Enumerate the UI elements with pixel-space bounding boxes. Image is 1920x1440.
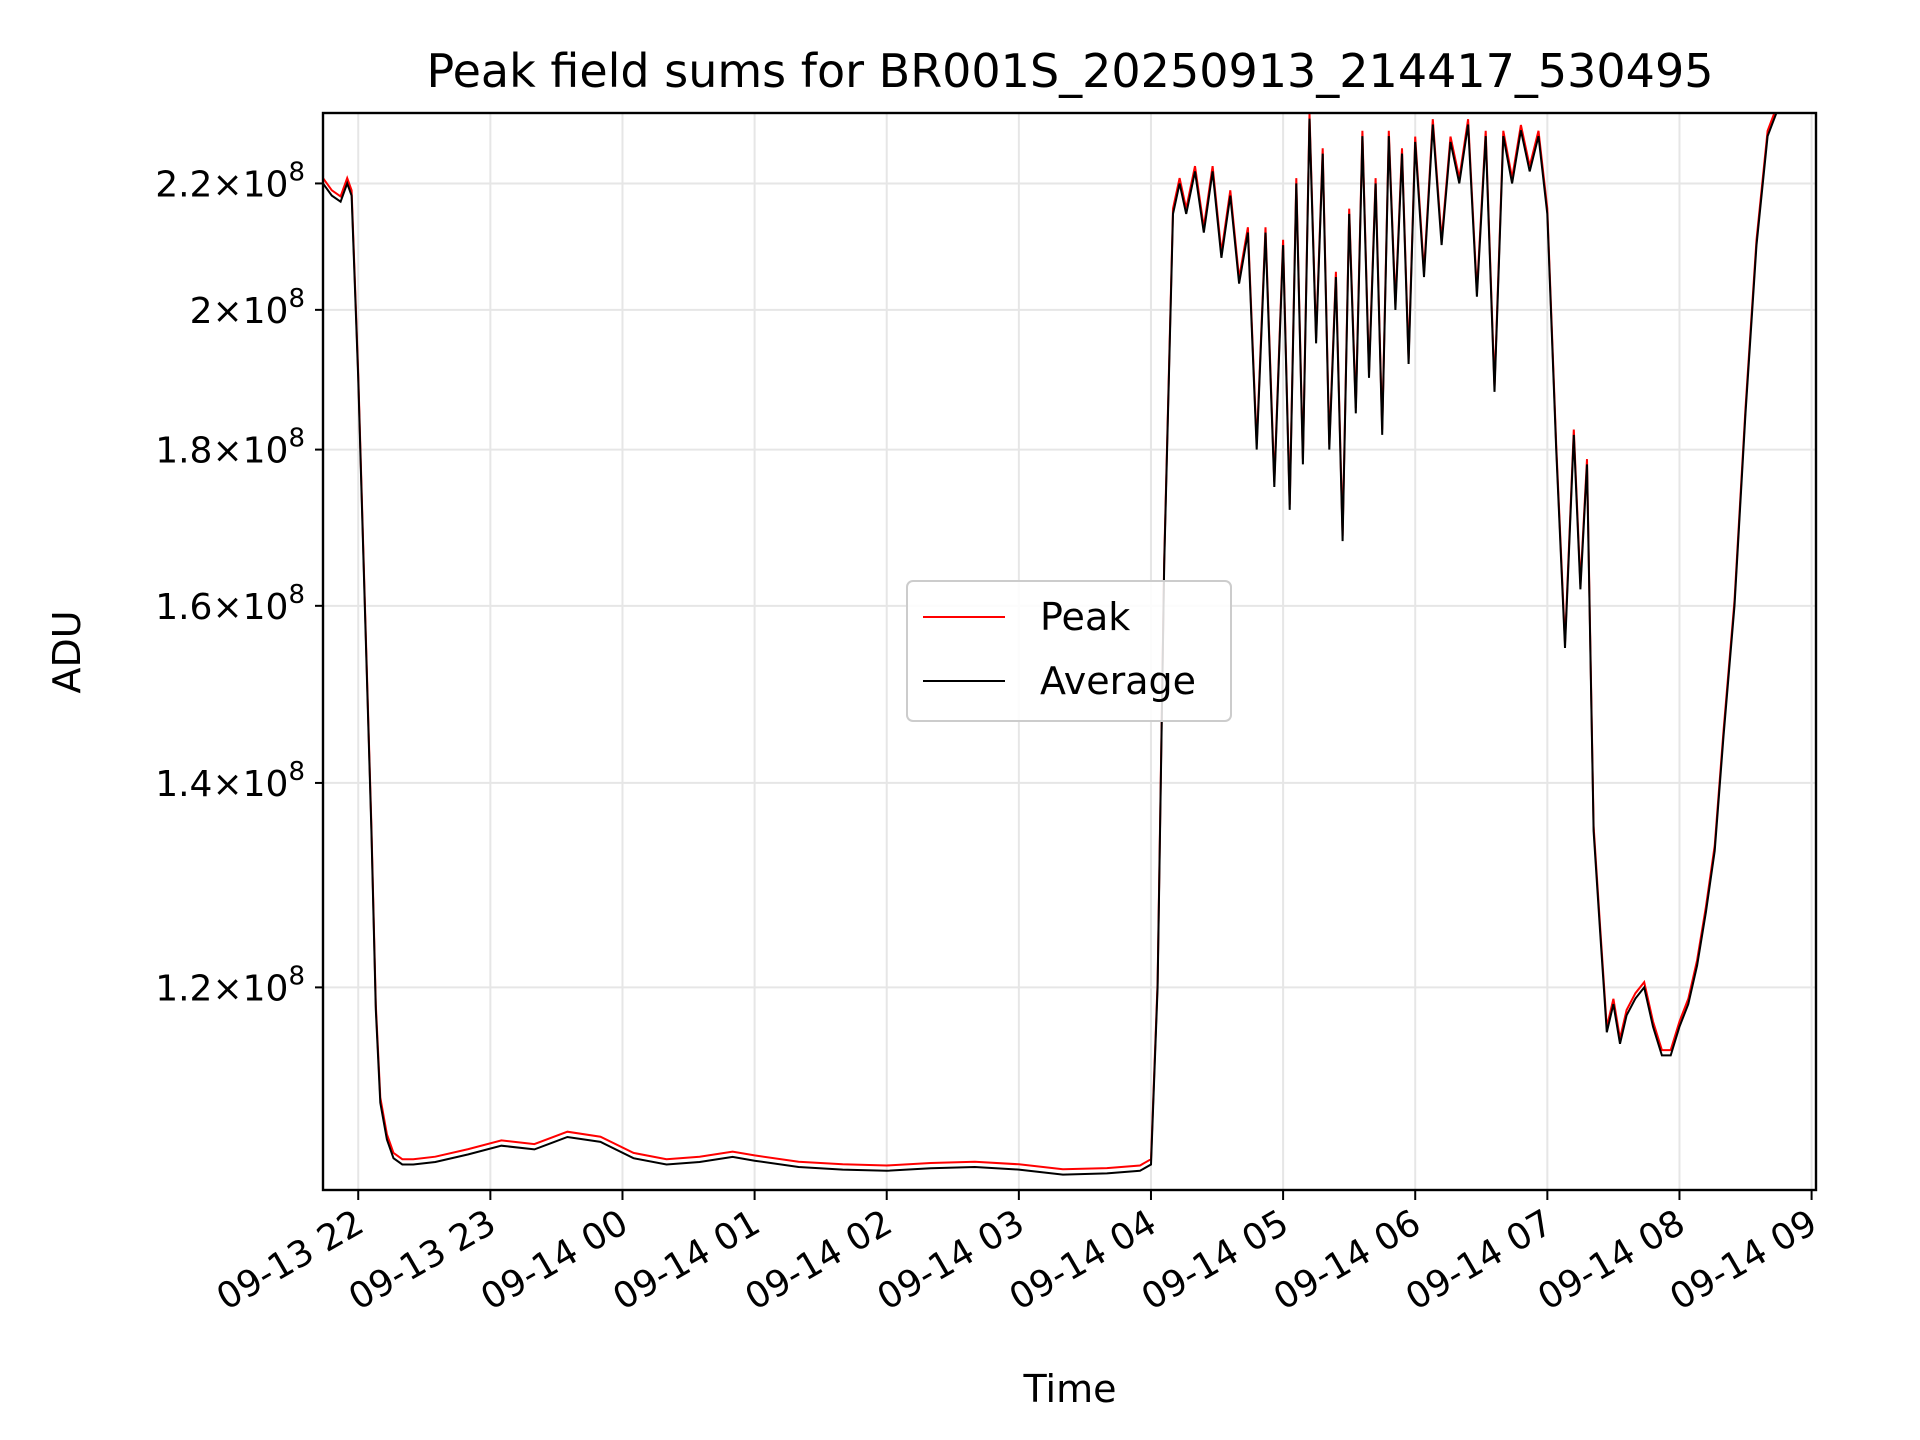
chart-title: Peak field sums for BR001S_20250913_2144… xyxy=(427,44,1714,98)
y-tick-exponent: 8 xyxy=(288,424,305,454)
y-tick-exponent: 8 xyxy=(288,961,305,991)
series-line-peak xyxy=(323,113,1776,1171)
y-tick-mantissa: 2 xyxy=(190,291,213,332)
y-tick-times: ×10 xyxy=(212,431,288,472)
y-tick-mantissa: 2.2 xyxy=(155,164,212,205)
y-tick-mantissa: 1.4 xyxy=(155,764,212,805)
x-tick-label: 09-13 23 xyxy=(342,1202,503,1318)
plot-frame xyxy=(321,111,1818,1192)
x-tick-label: 09-14 07 xyxy=(1399,1202,1560,1318)
y-tick-label: 1.4×108 xyxy=(155,757,305,805)
y-tick-times: ×10 xyxy=(212,164,288,205)
legend-label-average: Average xyxy=(1040,659,1196,703)
y-tick-label: 1.8×108 xyxy=(155,424,305,472)
x-axis-label: Time xyxy=(1023,1367,1117,1411)
y-tick-label: 1.2×108 xyxy=(155,961,305,1009)
y-tick-times: ×10 xyxy=(212,968,288,1009)
x-tick-label: 09-14 04 xyxy=(1003,1202,1164,1318)
y-tick-exponent: 8 xyxy=(288,284,305,314)
legend: Peak Average xyxy=(906,580,1232,722)
x-tick-label: 09-14 03 xyxy=(871,1202,1032,1318)
y-tick-times: ×10 xyxy=(212,291,288,332)
x-tick-label: 09-14 05 xyxy=(1135,1202,1296,1318)
y-axis-label: ADU xyxy=(45,610,89,693)
x-tick-label: 09-14 09 xyxy=(1663,1202,1824,1318)
y-tick-label: 1.6×108 xyxy=(155,580,305,628)
x-tick-label: 09-13 22 xyxy=(210,1202,371,1318)
y-tick-exponent: 8 xyxy=(288,157,305,187)
series-line-average xyxy=(323,113,1778,1176)
legend-label-peak: Peak xyxy=(1040,595,1130,639)
y-tick-mantissa: 1.6 xyxy=(155,587,212,628)
series-layer xyxy=(323,113,1778,1176)
x-tick-label: 09-14 01 xyxy=(606,1202,767,1318)
y-tick-times: ×10 xyxy=(212,587,288,628)
y-tick-label: 2.2×108 xyxy=(155,157,305,205)
y-tick-label: 2×108 xyxy=(190,284,305,332)
x-tick-label: 09-14 02 xyxy=(739,1202,900,1318)
y-tick-exponent: 8 xyxy=(288,757,305,787)
x-tick-label: 09-14 00 xyxy=(474,1202,635,1318)
x-tick-label: 09-14 06 xyxy=(1267,1202,1428,1318)
y-tick-exponent: 8 xyxy=(288,580,305,610)
y-tick-mantissa: 1.2 xyxy=(155,968,212,1009)
y-tick-mantissa: 1.8 xyxy=(155,431,212,472)
grid-lines xyxy=(323,113,1816,1190)
y-tick-times: ×10 xyxy=(212,764,288,805)
x-tick-label: 09-14 08 xyxy=(1531,1202,1692,1318)
